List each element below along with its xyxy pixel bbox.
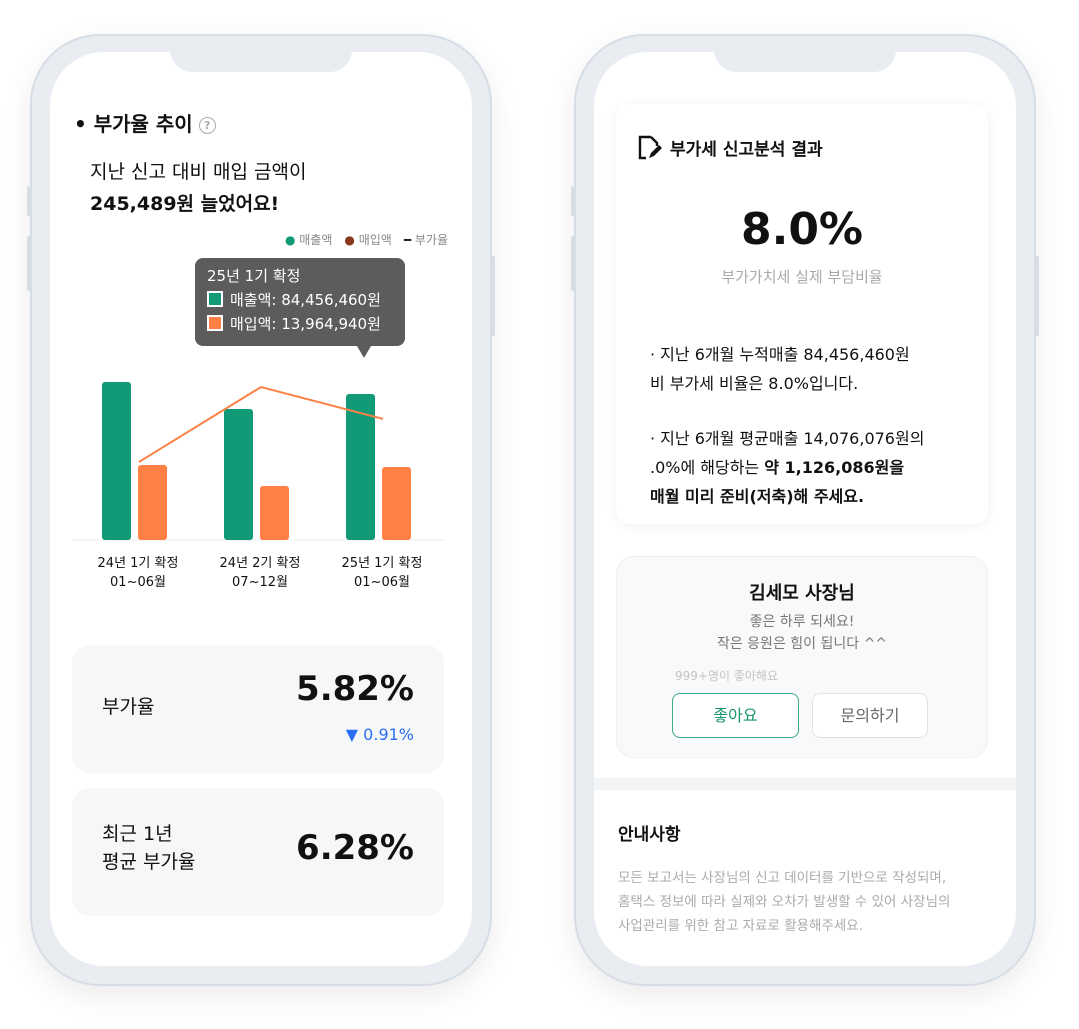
- rate-value: 5.82%: [296, 669, 414, 709]
- x-tick-label: 24년 1기 확정 01~06월: [97, 556, 179, 590]
- summary-line2: 245,489원 늘었어요!: [90, 193, 280, 215]
- greeting-name: 김세모 사장님: [749, 583, 855, 604]
- sales-bar: [346, 394, 375, 540]
- result-card: 부가세 신고분석 결과 8.0% 부가가치세 실제 부담비율 · 지난 6개월 …: [616, 104, 988, 524]
- inquiry-button[interactable]: 문의하기: [812, 693, 928, 738]
- section-title: • 부가율 추이?: [74, 108, 216, 137]
- summary-line1: 지난 신고 대비 매입 금액이: [90, 161, 307, 183]
- purchase-bar: [382, 467, 411, 540]
- chart-legend: ● 매출액 ● 매입액 ━ 부가율: [285, 232, 448, 248]
- avg-rate-card: 최근 1년 평균 부가율 6.28%: [72, 788, 444, 916]
- phone-right: 부가세 신고분석 결과 8.0% 부가가치세 실제 부담비율 · 지난 6개월 …: [571, 34, 1039, 986]
- like-count: 999+명이 좋아해요: [675, 669, 779, 683]
- rate-change: ▼ 0.91%: [345, 725, 414, 744]
- burden-ratio-caption: 부가가치세 실제 부담비율: [721, 268, 883, 286]
- analysis-paragraph-1: · 지난 6개월 누적매출 84,456,460원 비 부가세 비율은 8.0%입…: [650, 345, 910, 393]
- phone-left: • 부가율 추이? 지난 신고 대비 매입 금액이 245,489원 늘었어요!…: [27, 34, 495, 986]
- tooltip-title: 25년 1기 확정: [207, 267, 301, 285]
- rate-label: 부가율: [102, 696, 155, 718]
- rate-card: 부가율 5.82% ▼ 0.91%: [72, 645, 444, 773]
- legend-rate[interactable]: ━ 부가율: [403, 233, 448, 247]
- sales-bar: [224, 408, 253, 540]
- avg-label: 최근 1년 평균 부가율: [102, 823, 196, 873]
- purchase-bar: [138, 464, 167, 540]
- legend-purchase[interactable]: ● 매입액: [344, 233, 392, 247]
- question-circle-icon[interactable]: ?: [198, 117, 216, 134]
- x-tick-label: 25년 1기 확정 01~06월: [341, 556, 423, 590]
- like-button[interactable]: 좋아요: [672, 693, 799, 738]
- summary-text: 지난 신고 대비 매입 금액이 245,489원 늘었어요!: [90, 156, 306, 220]
- analysis-paragraph-2: · 지난 6개월 평균매출 14,076,076원의 .0%에 해당하는 약 1,…: [650, 429, 925, 506]
- notice-title: 안내사항: [618, 825, 681, 845]
- greeting-message: 좋은 하루 되세요! 작은 응원은 힘이 됩니다 ^^: [716, 614, 888, 652]
- chart-tooltip: 25년 1기 확정 매출액: 84,456,460원 매입액: 13,964,9…: [195, 258, 405, 358]
- tooltip-purchase: 매입액: 13,964,940원: [230, 315, 381, 333]
- burden-ratio-value: 8.0%: [740, 204, 864, 255]
- screen-right: 부가세 신고분석 결과 8.0% 부가가치세 실제 부담비율 · 지난 6개월 …: [594, 52, 1016, 966]
- x-tick-label: 24년 2기 확정 07~12월: [219, 556, 301, 590]
- document-edit-icon: [638, 135, 662, 160]
- greeting-card: 김세모 사장님 좋은 하루 되세요! 작은 응원은 힘이 됩니다 ^^ 999+명…: [616, 556, 988, 758]
- result-header: 부가세 신고분석 결과: [636, 134, 823, 162]
- section-divider: [594, 778, 1016, 790]
- tooltip-sales: 매출액: 84,456,460원: [230, 291, 381, 309]
- vat-chart: [72, 381, 446, 541]
- sales-bar: [102, 381, 131, 540]
- sales-swatch: [207, 291, 223, 307]
- legend-sales[interactable]: ● 매출액: [284, 233, 333, 247]
- avg-value: 6.28%: [296, 828, 414, 868]
- rate-line: [138, 385, 384, 463]
- purchase-swatch: [207, 315, 223, 331]
- screen-left: • 부가율 추이? 지난 신고 대비 매입 금액이 245,489원 늘었어요!…: [50, 52, 472, 966]
- notice-text: 모든 보고서는 사장님의 신고 데이터를 기반으로 작성되며, 홈택스 정보에 따…: [618, 870, 951, 934]
- purchase-bar: [260, 486, 289, 540]
